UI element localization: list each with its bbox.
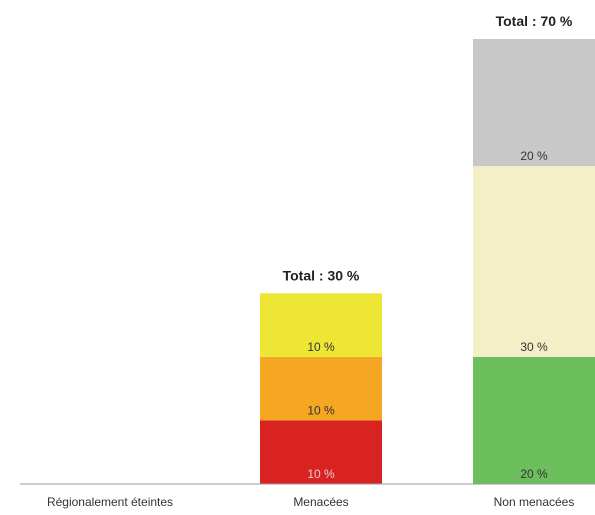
bar-segment (473, 39, 595, 167)
category-label: Régionalement éteintes (47, 495, 173, 509)
total-label: Total : 70 % (496, 13, 573, 29)
labels-layer: Régionalement éteintes Menacées 10 % 10 % 10… (47, 13, 574, 509)
segment-value-label: 10 % (307, 467, 335, 481)
segment-value-label: 10 % (307, 340, 335, 354)
segment-value-label: 20 % (520, 467, 548, 481)
segment-value-label: 30 % (520, 340, 548, 354)
bar-segment (260, 356, 382, 421)
segment-value-label: 20 % (520, 149, 548, 163)
segment-value-label: 10 % (307, 403, 335, 417)
bar-segment (260, 293, 382, 357)
bar-segment (473, 166, 595, 357)
category-label: Menacées (293, 495, 348, 509)
bar-segment (260, 420, 382, 484)
total-label: Total : 30 % (283, 267, 360, 283)
category-label: Non menacées (494, 495, 575, 509)
bars-layer (260, 39, 595, 484)
bar-segment (473, 356, 595, 484)
